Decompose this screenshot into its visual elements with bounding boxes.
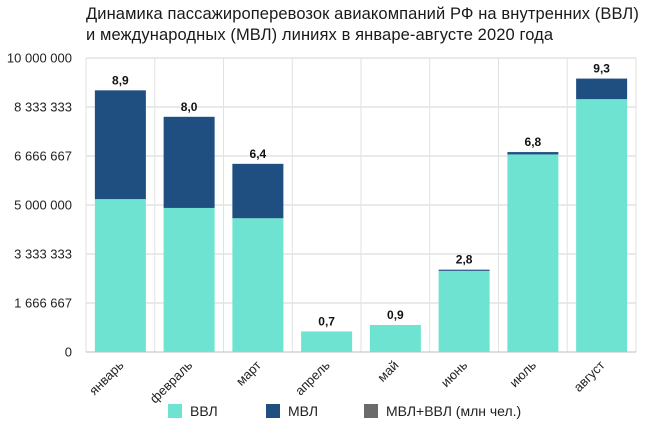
y-tick-label: 0 xyxy=(65,345,72,360)
y-tick-label: 1 666 667 xyxy=(14,296,72,311)
y-tick-label: 10 000 000 xyxy=(7,51,72,66)
bar-vvl[interactable] xyxy=(369,324,421,352)
x-tick-label: апрель xyxy=(292,357,333,398)
data-label-total: 6,4 xyxy=(250,147,267,161)
data-label-total: 0,7 xyxy=(318,314,335,328)
data-label-total: 0,9 xyxy=(387,308,404,322)
data-label-total: 9,3 xyxy=(593,62,610,76)
legend-swatch-vvl xyxy=(168,404,182,418)
data-label-total: 8,0 xyxy=(181,100,198,114)
bar-vvl[interactable] xyxy=(163,207,215,352)
legend-item-vvl[interactable]: ВВЛ xyxy=(168,403,218,419)
chart-legend: ВВЛ МВЛ МВЛ+ВВЛ (млн чел.) xyxy=(0,403,650,427)
bar-vvl[interactable] xyxy=(507,154,559,352)
x-tick-label: январь xyxy=(86,357,127,398)
bar-mvl[interactable] xyxy=(94,90,146,200)
legend-label-mvl: МВЛ xyxy=(288,403,319,419)
x-tick-label: июль xyxy=(506,357,539,390)
bar-mvl[interactable] xyxy=(232,163,284,219)
y-tick-label: 8 333 333 xyxy=(14,100,72,115)
data-label-total: 8,9 xyxy=(112,73,129,87)
legend-swatch-total xyxy=(364,404,378,418)
bar-mvl[interactable] xyxy=(576,78,628,100)
x-tick-label: июнь xyxy=(438,357,471,390)
bar-vvl[interactable] xyxy=(232,218,284,352)
x-tick-label: май xyxy=(374,358,401,385)
x-tick-label: февраль xyxy=(147,357,196,406)
legend-swatch-mvl xyxy=(266,404,280,418)
bar-vvl[interactable] xyxy=(438,270,490,352)
bar-vvl[interactable] xyxy=(301,331,353,352)
legend-item-mvl[interactable]: МВЛ xyxy=(266,403,318,419)
chart-title: Динамика пассажироперевозок авиакомпаний… xyxy=(86,5,639,44)
data-label-total: 2,8 xyxy=(456,253,473,267)
bar-mvl[interactable] xyxy=(507,152,559,155)
y-tick-label: 3 333 333 xyxy=(14,247,72,262)
legend-label-vvl: ВВЛ xyxy=(190,403,218,419)
y-tick-label: 5 000 000 xyxy=(14,198,72,213)
x-tick-label: март xyxy=(233,357,264,388)
bar-vvl[interactable] xyxy=(576,99,628,352)
bar-vvl[interactable] xyxy=(94,199,146,352)
bar-mvl[interactable] xyxy=(163,116,215,208)
legend-label-total: МВЛ+ВВЛ (млн чел.) xyxy=(386,403,522,419)
bar-mvl[interactable] xyxy=(438,269,490,271)
legend-item-total[interactable]: МВЛ+ВВЛ (млн чел.) xyxy=(364,403,521,419)
y-tick-label: 6 666 667 xyxy=(14,148,72,163)
data-label-total: 6,8 xyxy=(525,135,542,149)
x-tick-label: август xyxy=(570,357,607,394)
